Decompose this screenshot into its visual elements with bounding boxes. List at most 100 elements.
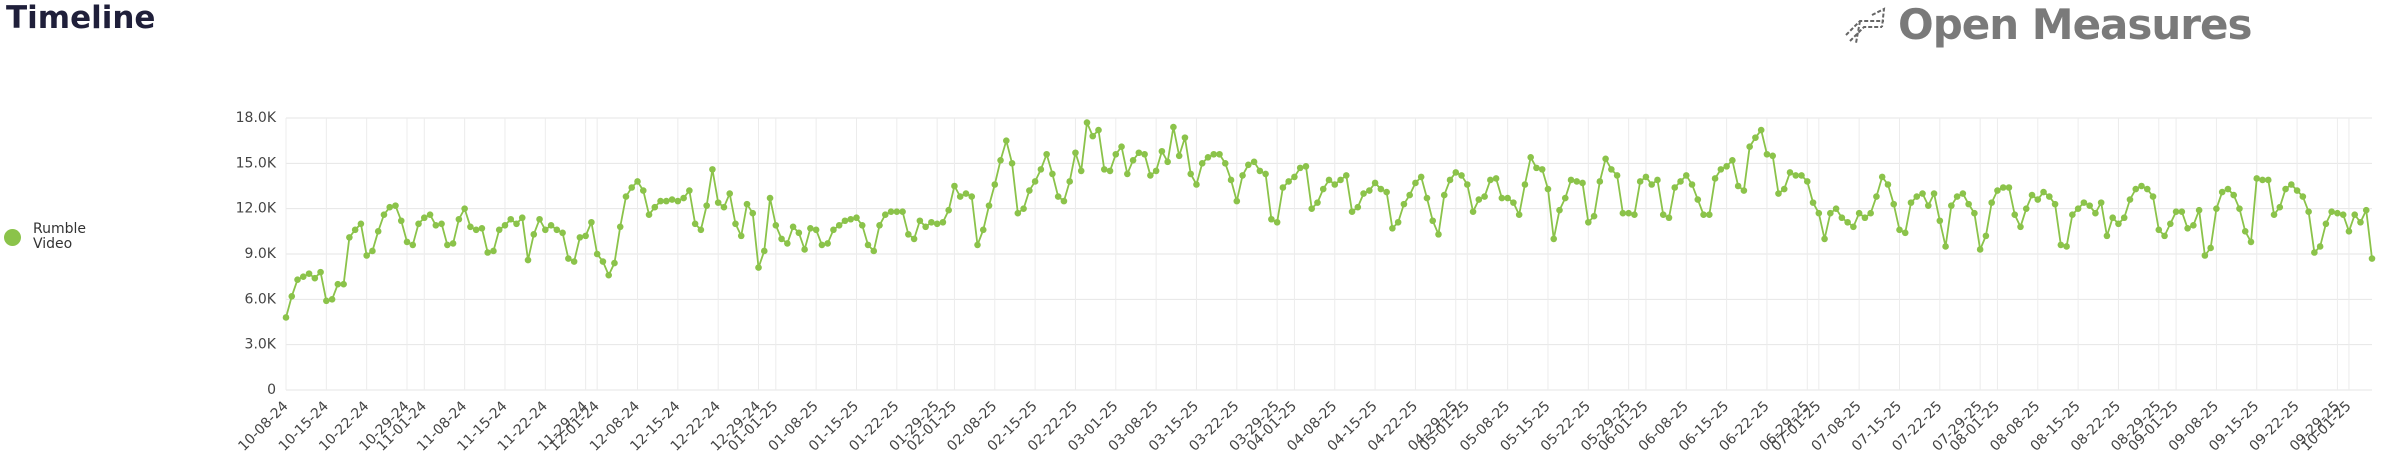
data-point: [2190, 221, 2197, 229]
data-point: [1072, 149, 1079, 157]
data-point: [1821, 235, 1828, 243]
data-point: [1458, 172, 1465, 179]
data-point: [1342, 172, 1350, 179]
data-point: [1994, 187, 2001, 194]
data-point: [1682, 172, 1690, 179]
data-point: [1988, 199, 1995, 206]
data-point: [812, 226, 820, 234]
data-point: [778, 235, 785, 243]
data-point: [472, 226, 480, 234]
data-point: [305, 270, 313, 277]
data-point: [1175, 152, 1183, 160]
data-point: [1677, 178, 1684, 185]
data-point: [1636, 178, 1644, 185]
data-point: [899, 208, 906, 215]
logo: Open Measures: [1842, 0, 2252, 49]
data-point: [732, 220, 739, 228]
data-point: [1377, 185, 1385, 193]
data-point: [830, 226, 837, 234]
data-point: [1907, 199, 1915, 206]
data-point: [1890, 200, 1898, 208]
data-point: [1729, 157, 1736, 164]
data-point: [1210, 150, 1218, 158]
data-point: [1008, 160, 1016, 167]
data-point: [697, 226, 705, 234]
data-point: [1026, 187, 1033, 194]
data-point: [1181, 134, 1189, 141]
y-tick-label: 0: [267, 382, 276, 398]
data-point: [426, 211, 434, 219]
data-point: [864, 241, 872, 249]
data-point: [2339, 211, 2347, 219]
data-point: [1561, 194, 1569, 202]
data-point: [2207, 244, 2214, 252]
data-point: [1031, 178, 1039, 185]
data-point: [1325, 176, 1333, 184]
data-point: [1613, 172, 1621, 179]
data-point: [933, 220, 941, 228]
legend[interactable]: Rumble Video: [4, 222, 103, 252]
data-point: [530, 231, 538, 238]
data-point: [1319, 185, 1327, 193]
data-point: [847, 215, 855, 223]
data-point: [346, 234, 353, 241]
data-point: [1423, 194, 1431, 202]
data-point: [323, 297, 330, 305]
data-point: [467, 223, 474, 231]
data-point: [1550, 235, 1558, 243]
data-point: [1245, 161, 1252, 169]
data-point: [1066, 178, 1073, 185]
data-point: [1100, 166, 1108, 173]
data-point: [807, 225, 814, 232]
data-point: [1308, 205, 1316, 212]
data-point: [1187, 170, 1195, 178]
data-point: [663, 197, 670, 205]
data-point: [1763, 150, 1771, 158]
page-title: Timeline: [6, 0, 156, 36]
data-point: [2126, 196, 2134, 203]
data-point: [1999, 184, 2007, 191]
data-point: [1302, 163, 1310, 170]
data-point: [1619, 209, 1627, 217]
data-point: [1579, 179, 1586, 187]
data-point: [599, 258, 607, 265]
data-point: [2120, 214, 2128, 222]
data-point: [726, 190, 734, 197]
data-point: [420, 214, 428, 222]
logo-icon: [1845, 6, 1886, 43]
data-point: [962, 190, 970, 197]
data-point: [582, 232, 589, 240]
data-point: [2259, 176, 2266, 184]
data-point: [760, 247, 768, 255]
data-point: [2241, 228, 2249, 235]
data-point: [2178, 208, 2186, 215]
data-point: [1544, 185, 1552, 193]
data-point: [2351, 211, 2359, 219]
data-point: [2028, 191, 2036, 199]
data-point: [2172, 208, 2180, 215]
data-point: [979, 226, 987, 234]
data-point: [311, 274, 319, 282]
data-point: [1170, 123, 1177, 131]
data-point: [2051, 200, 2059, 208]
data-point: [1106, 167, 1114, 175]
data-point: [1976, 246, 1984, 253]
data-point: [801, 246, 808, 253]
data-point: [951, 182, 958, 190]
data-point: [2069, 211, 2076, 219]
data-point: [1740, 187, 1748, 194]
data-point: [1452, 169, 1460, 176]
data-point: [1221, 160, 1229, 167]
data-point: [518, 214, 526, 222]
data-point: [1953, 193, 1961, 200]
data-point: [415, 220, 422, 228]
legend-label: Rumble Video: [33, 221, 86, 252]
data-point: [1942, 243, 1949, 250]
data-point: [1924, 202, 1932, 209]
data-point: [876, 221, 883, 229]
data-point: [1233, 197, 1241, 205]
data-point: [616, 223, 624, 231]
data-point: [922, 223, 929, 231]
data-point: [611, 259, 618, 267]
